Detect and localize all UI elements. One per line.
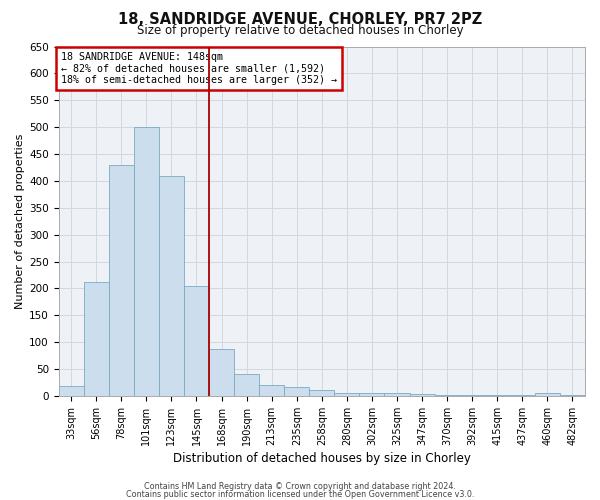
- Bar: [209, 349, 234, 396]
- Bar: [359, 394, 385, 396]
- Bar: [184, 286, 209, 396]
- Bar: [134, 127, 159, 396]
- Text: Size of property relative to detached houses in Chorley: Size of property relative to detached ho…: [137, 24, 463, 37]
- Bar: [434, 395, 460, 396]
- Bar: [234, 374, 259, 396]
- Bar: [159, 176, 184, 396]
- Bar: [59, 386, 84, 396]
- Bar: [385, 394, 410, 396]
- Bar: [309, 390, 334, 396]
- Bar: [109, 165, 134, 396]
- Bar: [284, 387, 309, 396]
- Bar: [535, 394, 560, 396]
- Bar: [334, 392, 359, 396]
- Text: Contains public sector information licensed under the Open Government Licence v3: Contains public sector information licen…: [126, 490, 474, 499]
- Bar: [410, 394, 434, 396]
- Bar: [84, 282, 109, 396]
- Text: 18 SANDRIDGE AVENUE: 148sqm
← 82% of detached houses are smaller (1,592)
18% of : 18 SANDRIDGE AVENUE: 148sqm ← 82% of det…: [61, 52, 337, 85]
- Bar: [259, 385, 284, 396]
- Y-axis label: Number of detached properties: Number of detached properties: [15, 134, 25, 309]
- Text: Contains HM Land Registry data © Crown copyright and database right 2024.: Contains HM Land Registry data © Crown c…: [144, 482, 456, 491]
- Text: 18, SANDRIDGE AVENUE, CHORLEY, PR7 2PZ: 18, SANDRIDGE AVENUE, CHORLEY, PR7 2PZ: [118, 12, 482, 28]
- X-axis label: Distribution of detached houses by size in Chorley: Distribution of detached houses by size …: [173, 452, 471, 465]
